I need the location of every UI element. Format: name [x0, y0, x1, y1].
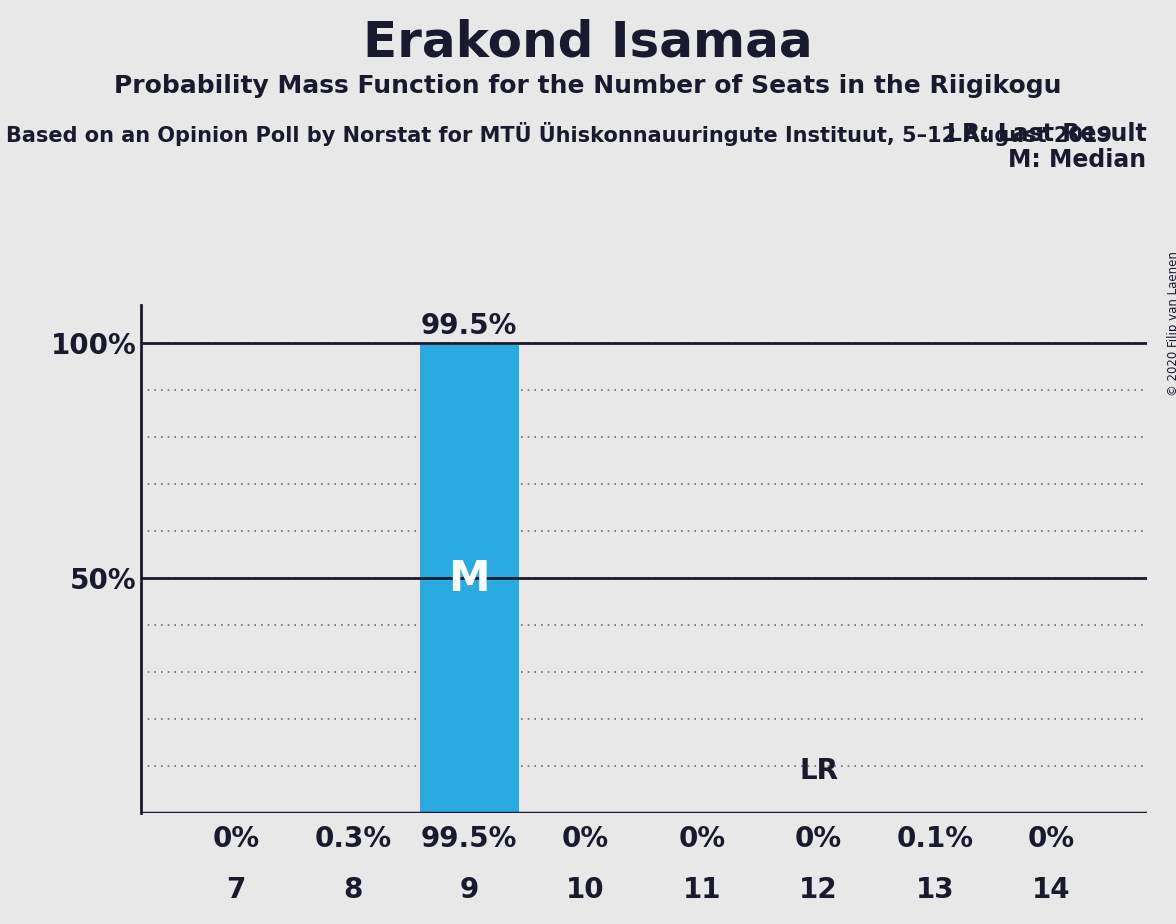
Text: Erakond Isamaa: Erakond Isamaa: [363, 18, 813, 67]
Text: 0%: 0%: [679, 825, 726, 853]
Bar: [303, 811, 402, 813]
Text: M: Median: M: Median: [1009, 148, 1147, 172]
Text: Probability Mass Function for the Number of Seats in the Riigikogu: Probability Mass Function for the Number…: [114, 74, 1062, 98]
Text: M: M: [448, 558, 490, 600]
Text: 99.5%: 99.5%: [421, 825, 517, 853]
Text: © 2020 Filip van Laenen: © 2020 Filip van Laenen: [1167, 251, 1176, 395]
Text: Based on an Opinion Poll by Norstat for MTÜ Ühiskonnauuringute Instituut, 5–12 A: Based on an Opinion Poll by Norstat for …: [6, 122, 1111, 146]
Bar: [420, 345, 519, 813]
Text: 0.1%: 0.1%: [896, 825, 974, 853]
Text: 0%: 0%: [1028, 825, 1075, 853]
Text: 0.3%: 0.3%: [314, 825, 392, 853]
Text: 0%: 0%: [213, 825, 260, 853]
Text: 99.5%: 99.5%: [421, 312, 517, 340]
Text: LR: Last Result: LR: Last Result: [947, 122, 1147, 146]
Text: LR: LR: [799, 757, 838, 784]
Text: 0%: 0%: [795, 825, 842, 853]
Text: 0%: 0%: [562, 825, 609, 853]
